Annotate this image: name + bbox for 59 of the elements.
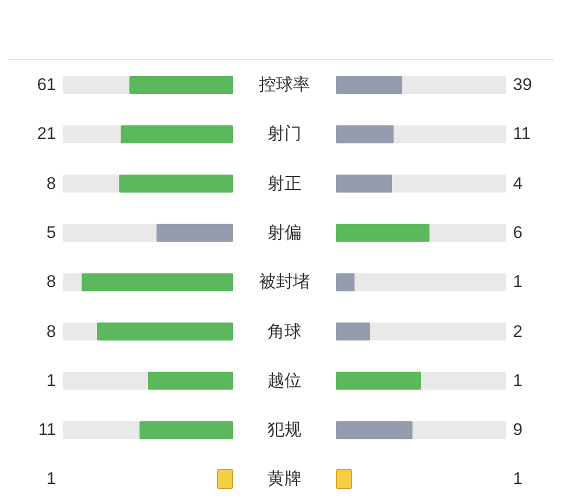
data-label: 61 [37,75,56,95]
bar [421,372,506,390]
category-label: 射正 [268,174,302,194]
category-label: 黄牌 [268,469,302,490]
bar [336,174,392,193]
data-label: 8 [46,174,56,194]
bar [120,125,233,144]
bar [336,224,430,242]
bar [97,322,233,340]
bar [148,372,233,390]
bar [354,273,506,292]
category-label: 越位 [268,370,302,391]
bar [156,224,233,242]
category-label: 控球率 [259,75,310,95]
category-label: 角球 [268,322,302,342]
bar [336,421,412,440]
data-label: 21 [37,124,56,144]
bar [63,174,120,193]
bar [63,125,121,144]
data-label: 8 [46,272,56,292]
bar [336,76,402,94]
data-label: 5 [46,222,56,243]
data-label: 1 [46,469,56,490]
bar [140,421,233,440]
data-label: 1 [513,469,522,490]
data-label: 4 [513,174,522,194]
bar [412,421,506,440]
category-label: 犯规 [268,420,302,440]
data-label: 39 [513,75,532,95]
bar [129,76,233,94]
bar [63,372,148,390]
category-label: 被封堵 [259,272,310,292]
data-label: 8 [46,322,56,342]
bar [119,174,233,193]
bar [336,372,421,390]
bar [336,125,394,144]
bar [430,224,506,242]
bar [336,273,355,292]
bar [63,76,130,94]
data-label: 9 [513,420,522,440]
bar [82,273,233,292]
data-label: 11 [38,420,56,440]
data-label: 1 [513,272,522,292]
bar [394,125,506,144]
data-label: 1 [46,370,56,391]
bar [63,273,82,292]
data-label: 2 [513,322,522,342]
data-label: 11 [513,124,531,144]
bar [402,76,506,94]
bar [63,421,140,440]
bar [370,322,506,340]
data-label: 1 [513,370,522,391]
bar [63,224,156,242]
data-label: 6 [513,222,522,243]
bar [336,322,370,340]
category-label: 射门 [268,124,302,144]
category-label: 射偏 [268,222,302,243]
bar [392,174,506,193]
bar [63,322,97,340]
